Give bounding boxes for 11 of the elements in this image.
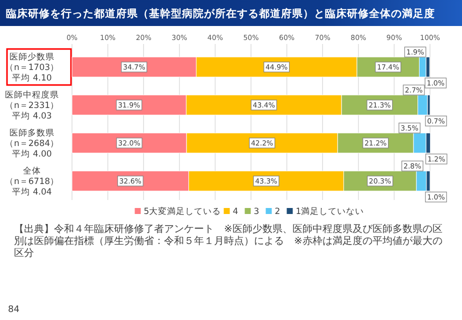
- chart-title: 臨床研修を行った都道府県（基幹型病院が所在する都道府県）と臨床研修全体の満足度: [6, 7, 435, 20]
- legend-label: 3: [254, 207, 260, 217]
- text: 84: [8, 305, 20, 315]
- legend-label: 2: [274, 207, 280, 217]
- legend-label: 5大変満足している: [144, 206, 222, 217]
- y-tick-label: 医師少数県（n＝1703）平均 4.10: [4, 52, 60, 84]
- legend-label: 1満足していない: [296, 206, 364, 217]
- legend-label: 4: [232, 207, 238, 217]
- y-tick-label: 医師多数県（n＝2684）平均 4.00: [4, 128, 60, 160]
- y-tick-label: 全体（n＝6718）平均 4.04: [4, 166, 60, 198]
- y-tick-label: 医師中程度県（n＝2331）平均 4.03: [4, 90, 60, 122]
